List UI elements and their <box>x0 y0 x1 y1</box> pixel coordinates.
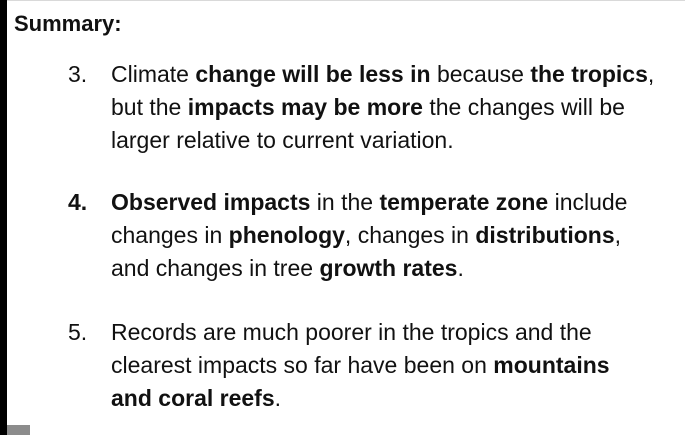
text-run: changes in <box>111 222 229 248</box>
item-line: and coral reefs. <box>111 382 681 415</box>
text-run: , <box>647 61 655 87</box>
slide-left-accent-bar <box>0 0 7 435</box>
item-line: and changes in tree growth rates. <box>111 252 681 285</box>
bold-text: phenology <box>228 222 345 248</box>
item-line: changes in phenology, changes in distrib… <box>111 219 681 252</box>
text-run: in the <box>310 189 380 215</box>
bold-text: change will be less in <box>195 61 431 87</box>
scroll-tab[interactable] <box>7 425 30 435</box>
text-run: , changes in <box>344 222 476 248</box>
bold-text: mountains <box>493 352 610 378</box>
text-run: Climate <box>111 61 196 87</box>
item-text: Records are much poorer in the tropics a… <box>111 316 681 415</box>
bold-text: the tropics <box>530 61 648 87</box>
text-run: , <box>614 222 622 248</box>
text-run: and changes in tree <box>111 255 320 281</box>
item-line: Records are much poorer in the tropics a… <box>111 316 681 349</box>
text-run: because <box>430 61 531 87</box>
item-line: Observed impacts in the temperate zone i… <box>111 186 681 219</box>
text-run: clearest impacts so far have been on <box>111 352 494 378</box>
bold-text: temperate zone <box>379 189 549 215</box>
bold-text: impacts may be more <box>187 94 423 120</box>
item-line: Climate change will be less in because t… <box>111 58 681 91</box>
text-run: . <box>274 385 282 411</box>
item-number: 4. <box>68 189 88 215</box>
text-run: the changes will be <box>422 94 625 120</box>
item-number: 5. <box>68 319 88 345</box>
slide-title: Summary: <box>14 11 122 36</box>
item-line: clearest impacts so far have been on mou… <box>111 349 681 382</box>
item-number: 3. <box>68 61 88 87</box>
item-text: Observed impacts in the temperate zone i… <box>111 186 681 285</box>
bold-text: and coral reefs <box>111 385 275 411</box>
text-run: include <box>548 189 628 215</box>
item-line: larger relative to current variation. <box>111 124 681 157</box>
text-run: but the <box>111 94 188 120</box>
bold-text: distributions <box>475 222 615 248</box>
text-run: Records are much poorer in the tropics a… <box>111 319 592 345</box>
item-text: Climate change will be less in because t… <box>111 58 681 157</box>
item-line: but the impacts may be more the changes … <box>111 91 681 124</box>
text-run: larger relative to current variation. <box>111 127 454 153</box>
text-run: . <box>457 255 464 281</box>
slide-top-border <box>0 0 685 1</box>
bold-text: Observed impacts <box>111 189 311 215</box>
bold-text: growth rates <box>319 255 458 281</box>
